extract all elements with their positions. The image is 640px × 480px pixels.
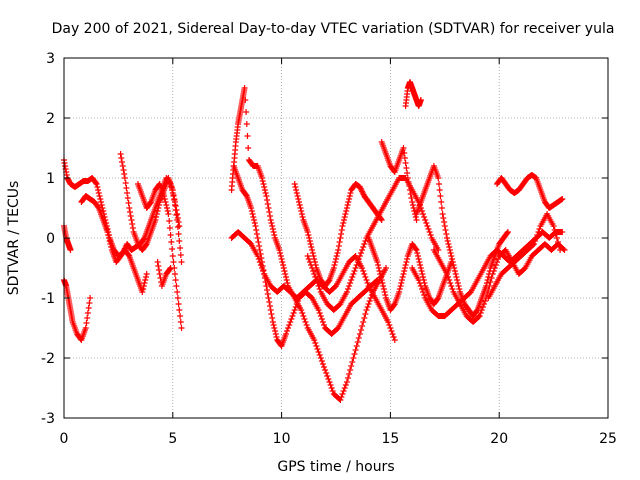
y-tick-label: 3 xyxy=(46,51,55,67)
series-track-20 xyxy=(485,211,564,301)
grid xyxy=(64,58,608,418)
x-tick-label: 15 xyxy=(381,431,399,447)
plus-markers xyxy=(402,79,424,109)
series-track-19 xyxy=(494,172,566,211)
x-tick-label: 0 xyxy=(60,431,69,447)
x-tick-label: 5 xyxy=(168,431,177,447)
y-tick-label: -1 xyxy=(41,291,55,307)
y-tick-label: 0 xyxy=(46,231,55,247)
y-tick-label: -3 xyxy=(41,411,55,427)
plus-markers xyxy=(135,181,185,331)
x-tick-label: 10 xyxy=(273,431,291,447)
series-track-7 xyxy=(154,259,174,289)
series-track-18 xyxy=(430,241,568,325)
series-layer xyxy=(61,79,568,403)
y-tick-label: 2 xyxy=(46,111,55,127)
plus-markers xyxy=(117,151,185,265)
y-tick-label: 1 xyxy=(46,171,55,187)
x-axis-label: GPS time / hours xyxy=(277,459,394,475)
plus-markers xyxy=(378,139,420,223)
x-tick-label: 20 xyxy=(490,431,508,447)
series-track-6 xyxy=(135,181,185,331)
series-track-14 xyxy=(378,139,420,223)
plus-markers xyxy=(78,193,150,295)
plus-markers xyxy=(154,259,174,289)
plus-markers xyxy=(365,235,455,313)
series-track-13 xyxy=(365,235,455,313)
x-tick-label: 25 xyxy=(599,431,617,447)
plus-markers xyxy=(291,181,385,289)
ticks: 0 5 10 15 20 25 -3 -2 -1 0 1 2 3 xyxy=(41,51,617,447)
plus-markers xyxy=(430,241,568,325)
plus-markers xyxy=(485,211,564,301)
y-tick-label: -2 xyxy=(41,351,55,367)
chart-title: Day 200 of 2021, Sidereal Day-to-day VTE… xyxy=(52,21,615,37)
plus-markers xyxy=(494,172,566,211)
series-track-5 xyxy=(117,151,185,265)
y-axis-label: SDTVAR / TECUs xyxy=(6,181,22,296)
series-track-4 xyxy=(78,193,150,295)
series-track-15 xyxy=(402,79,424,109)
series-track-11 xyxy=(291,181,385,289)
